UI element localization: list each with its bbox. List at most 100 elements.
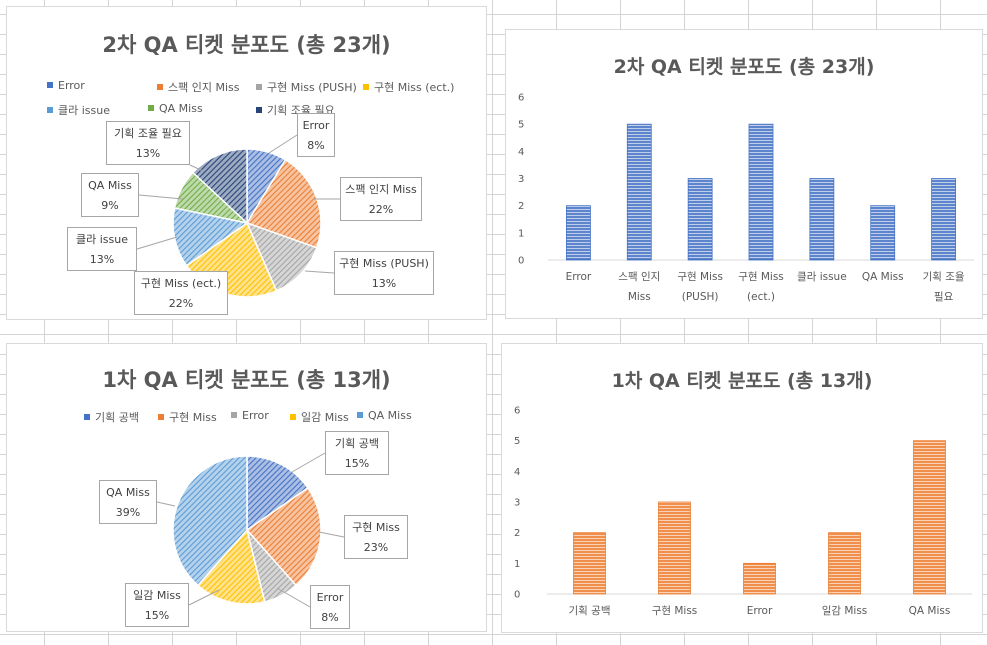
- bar[interactable]: [809, 178, 835, 261]
- pie-chart-round2[interactable]: 2차 QA 티켓 분포도 (총 23개) Error 스팩 인지 Miss 구현 M…: [6, 6, 487, 320]
- data-label: Error 8%: [310, 585, 350, 629]
- y-tick-label: 1: [514, 559, 520, 570]
- legend-item[interactable]: Error: [47, 79, 85, 92]
- x-tick-label: 구현 Miss: [652, 605, 698, 617]
- legend-item[interactable]: 일감 Miss: [290, 409, 349, 425]
- legend-swatch: [256, 84, 262, 90]
- data-label: QA Miss 39%: [99, 480, 157, 524]
- bar[interactable]: [566, 205, 591, 261]
- bar[interactable]: [743, 562, 776, 595]
- pie-chart-round1[interactable]: 1차 QA 티켓 분포도 (총 13개) 기획 공백 구현 Miss Error 일감…: [6, 343, 487, 632]
- data-label-category: QA Miss: [88, 179, 132, 192]
- x-tick-label: QA Miss: [909, 605, 951, 617]
- y-tick-label: 1: [518, 228, 524, 239]
- legend-item[interactable]: 구현 Miss (PUSH): [256, 79, 357, 95]
- legend-swatch: [363, 84, 369, 90]
- bar[interactable]: [913, 440, 946, 595]
- data-label-percent: 13%: [89, 253, 115, 266]
- chart-legend: Error 스팩 인지 Miss 구현 Miss (PUSH) 구현 Miss (ec…: [7, 7, 486, 319]
- bar[interactable]: [931, 178, 956, 261]
- pie-plot: [136, 134, 340, 298]
- data-label-percent: 15%: [344, 457, 370, 470]
- legend-label: 클라 issue: [58, 104, 110, 117]
- legend-swatch: [84, 414, 90, 420]
- data-label: 구현 Miss (ect.) 22%: [134, 271, 228, 315]
- chart-legend: 기획 공백 구현 Miss Error 일감 Miss QA Miss: [7, 344, 486, 631]
- legend-swatch: [290, 414, 296, 420]
- data-label-percent: 8%: [307, 139, 325, 152]
- pie-slice[interactable]: [191, 148, 248, 225]
- x-tick-label: QA Miss: [862, 271, 904, 283]
- y-tick-label: 3: [514, 498, 520, 509]
- leader-line: [138, 194, 184, 200]
- data-label-category: 일감 Miss: [133, 589, 181, 602]
- x-tick-label: 스팩 인지: [618, 271, 660, 283]
- legend-item[interactable]: 구현 Miss: [158, 409, 217, 425]
- data-label-category: 스팩 인지 Miss: [345, 183, 417, 196]
- legend-item[interactable]: 스팩 인지 Miss: [157, 79, 239, 95]
- data-label: QA Miss 9%: [81, 173, 139, 217]
- data-label-category: Error: [302, 119, 330, 132]
- legend-label: 기획 공백: [95, 411, 139, 424]
- bar[interactable]: [687, 178, 713, 261]
- legend-item[interactable]: 구현 Miss (ect.): [363, 79, 454, 95]
- chart-title: 2차 QA 티켓 분포도 (총 23개): [102, 33, 391, 57]
- legend-swatch: [231, 412, 237, 418]
- y-tick-label: 5: [518, 120, 524, 131]
- legend-item[interactable]: QA Miss: [357, 409, 412, 422]
- bar[interactable]: [870, 205, 896, 261]
- pie-slice[interactable]: [245, 486, 322, 587]
- data-label-category: 기획 조율 필요: [114, 127, 182, 140]
- leader-line: [276, 587, 311, 608]
- chart-title: 1차 QA 티켓 분포도 (총 13개): [102, 368, 391, 392]
- data-label-category: 구현 Miss (PUSH): [339, 257, 429, 270]
- legend-item[interactable]: QA Miss: [148, 102, 203, 115]
- bar[interactable]: [748, 123, 774, 261]
- y-tick-label: 4: [518, 147, 524, 158]
- legend-label: QA Miss: [159, 102, 203, 115]
- legend-item[interactable]: 기획 공백: [84, 409, 139, 425]
- legend-swatch: [256, 107, 262, 113]
- bar[interactable]: [828, 532, 861, 595]
- legend-label: Error: [58, 79, 85, 92]
- data-label: 기획 조율 필요 13%: [106, 121, 190, 165]
- data-label-category: 구현 Miss (ect.): [140, 277, 222, 290]
- data-label-percent: 39%: [115, 506, 141, 519]
- pie-slice[interactable]: [245, 158, 322, 249]
- data-label-category: 기획 공백: [335, 437, 379, 450]
- data-label: 클라 issue 13%: [67, 227, 137, 271]
- y-tick-label: 0: [518, 256, 524, 267]
- bar-chart-round1[interactable]: 1차 QA 티켓 분포도 (총 13개) 0 1 2 3 4 5 6 기획 공백 구현 Miss…: [501, 343, 983, 633]
- pie-slice[interactable]: [245, 221, 318, 292]
- bar[interactable]: [658, 501, 691, 595]
- legend-label: 구현 Miss (ect.): [374, 81, 455, 94]
- bar[interactable]: [626, 123, 652, 261]
- data-label: 기획 공백 15%: [325, 431, 389, 475]
- x-tick-label: (PUSH): [682, 291, 719, 303]
- leader-line: [268, 134, 298, 154]
- pie-plot: [156, 452, 345, 608]
- data-label-category: 구현 Miss: [352, 521, 400, 534]
- legend-swatch: [357, 412, 363, 418]
- legend-label: 스팩 인지 Miss: [168, 81, 240, 94]
- x-tick-label: 클라 issue: [797, 271, 847, 283]
- legend-swatch: [47, 82, 53, 88]
- bar[interactable]: [573, 532, 606, 595]
- legend-item[interactable]: 클라 issue: [47, 102, 110, 118]
- y-tick-label: 5: [514, 436, 520, 447]
- legend-label: 일감 Miss: [301, 411, 349, 424]
- legend-item[interactable]: Error: [231, 409, 269, 422]
- data-label: 구현 Miss (PUSH) 13%: [334, 251, 434, 295]
- pie-slice[interactable]: [196, 528, 266, 605]
- pie-slice[interactable]: [246, 455, 309, 532]
- legend-label: Error: [242, 409, 269, 422]
- x-tick-label: 구현 Miss: [738, 271, 784, 283]
- leader-line: [136, 236, 178, 250]
- legend-label: QA Miss: [368, 409, 412, 422]
- x-tick-label: 기획 조율: [923, 271, 965, 283]
- bar-chart-round2[interactable]: 2차 QA 티켓 분포도 (총 23개) 0 1 2 3 4 5 6 Error 스팩 인지 Mi…: [505, 29, 983, 319]
- x-tick-label: Error: [566, 271, 592, 283]
- leader-line: [318, 531, 345, 538]
- x-tick-label: Error: [747, 605, 773, 617]
- pie-slice[interactable]: [172, 455, 248, 587]
